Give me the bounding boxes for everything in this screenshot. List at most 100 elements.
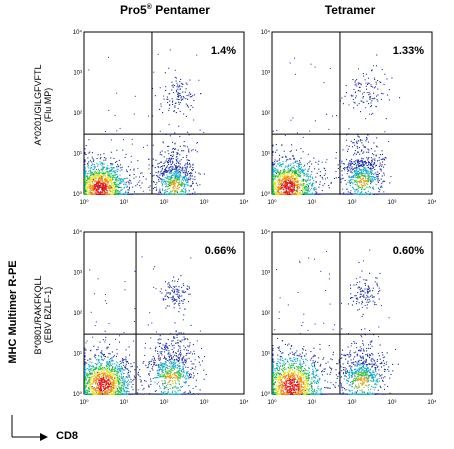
- event-dot: [163, 165, 165, 167]
- event-dot: [354, 152, 356, 154]
- event-dot: [91, 180, 93, 182]
- event-dot: [348, 165, 350, 167]
- event-dot: [139, 176, 140, 178]
- event-dot: [112, 356, 114, 358]
- event-dot: [366, 180, 368, 182]
- event-dot: [163, 173, 165, 175]
- event-dot: [178, 103, 180, 105]
- event-dot: [371, 160, 373, 162]
- event-dot: [341, 97, 343, 99]
- event-dot: [358, 187, 360, 189]
- event-dot: [287, 173, 289, 175]
- event-dot: [92, 188, 94, 190]
- event-dot: [118, 183, 120, 185]
- event-dot: [300, 192, 302, 194]
- event-dot: [361, 172, 363, 174]
- event-dot: [93, 178, 95, 180]
- event-dot: [93, 186, 95, 188]
- event-dot: [97, 175, 99, 177]
- event-dot: [107, 389, 109, 391]
- event-dot: [283, 191, 285, 193]
- event-dot: [307, 153, 309, 155]
- event-dot: [349, 160, 351, 162]
- event-dot: [378, 172, 380, 174]
- event-dot: [170, 175, 172, 177]
- event-dot: [179, 186, 181, 188]
- event-dot: [159, 188, 161, 190]
- event-dot: [171, 180, 173, 182]
- event-dot: [354, 102, 356, 104]
- event-dot: [96, 182, 98, 184]
- event-dot: [376, 146, 378, 148]
- event-dot: [359, 153, 361, 155]
- event-dot: [159, 166, 161, 168]
- event-dot: [305, 175, 307, 177]
- event-dot: [174, 143, 176, 145]
- event-dot: [88, 177, 90, 179]
- event-dot: [173, 168, 175, 170]
- event-dot: [163, 193, 165, 195]
- event-dot: [368, 171, 370, 173]
- event-dot: [304, 180, 306, 182]
- event-dot: [96, 188, 98, 190]
- event-dot: [174, 105, 176, 107]
- event-dot: [168, 67, 170, 69]
- event-dot: [84, 190, 86, 192]
- event-dot: [354, 81, 356, 83]
- event-dot: [117, 193, 119, 195]
- event-dot: [173, 181, 175, 183]
- event-dot: [298, 185, 300, 187]
- event-dot: [92, 193, 94, 195]
- event-dot: [188, 134, 190, 136]
- event-dot: [374, 150, 376, 152]
- event-dot: [170, 177, 172, 179]
- event-dot: [272, 191, 274, 193]
- event-dot: [111, 188, 113, 190]
- event-dot: [113, 171, 115, 173]
- event-dot: [372, 166, 374, 168]
- event-dot: [362, 165, 364, 167]
- event-dot: [294, 158, 296, 160]
- event-dot: [184, 186, 186, 188]
- event-dot: [353, 154, 355, 156]
- event-dot: [373, 77, 375, 79]
- event-dot: [191, 193, 193, 195]
- event-dot: [310, 173, 312, 175]
- event-dot: [174, 172, 176, 174]
- event-dot: [190, 169, 192, 171]
- event-dot: [275, 187, 277, 189]
- event-dot: [322, 184, 324, 186]
- event-dot: [177, 161, 179, 163]
- event-dot: [373, 142, 375, 144]
- event-dot: [113, 177, 115, 179]
- event-dot: [375, 165, 377, 167]
- event-dot: [190, 105, 192, 107]
- event-dot: [167, 193, 169, 195]
- event-dot: [85, 389, 87, 391]
- event-dot: [299, 192, 301, 194]
- event-dot: [358, 86, 360, 88]
- event-dot: [306, 163, 308, 165]
- event-dot: [353, 176, 355, 178]
- event-dot: [97, 165, 99, 167]
- event-dot: [287, 172, 289, 174]
- event-dot: [116, 185, 118, 187]
- event-dot: [177, 188, 179, 190]
- event-dot: [176, 193, 178, 195]
- event-dot: [104, 179, 106, 181]
- event-dot: [272, 174, 274, 176]
- event-dot: [341, 178, 343, 180]
- event-dot: [163, 171, 165, 173]
- event-dot: [278, 179, 280, 181]
- event-dot: [185, 88, 187, 90]
- event-dot: [93, 183, 95, 185]
- event-dot: [176, 159, 178, 161]
- event-dot: [183, 141, 185, 143]
- event-dot: [164, 151, 166, 153]
- event-dot: [135, 185, 137, 187]
- event-dot: [333, 178, 335, 180]
- event-dot: [169, 157, 171, 159]
- event-dot: [84, 148, 86, 150]
- event-dot: [107, 175, 109, 177]
- event-dot: [86, 183, 88, 185]
